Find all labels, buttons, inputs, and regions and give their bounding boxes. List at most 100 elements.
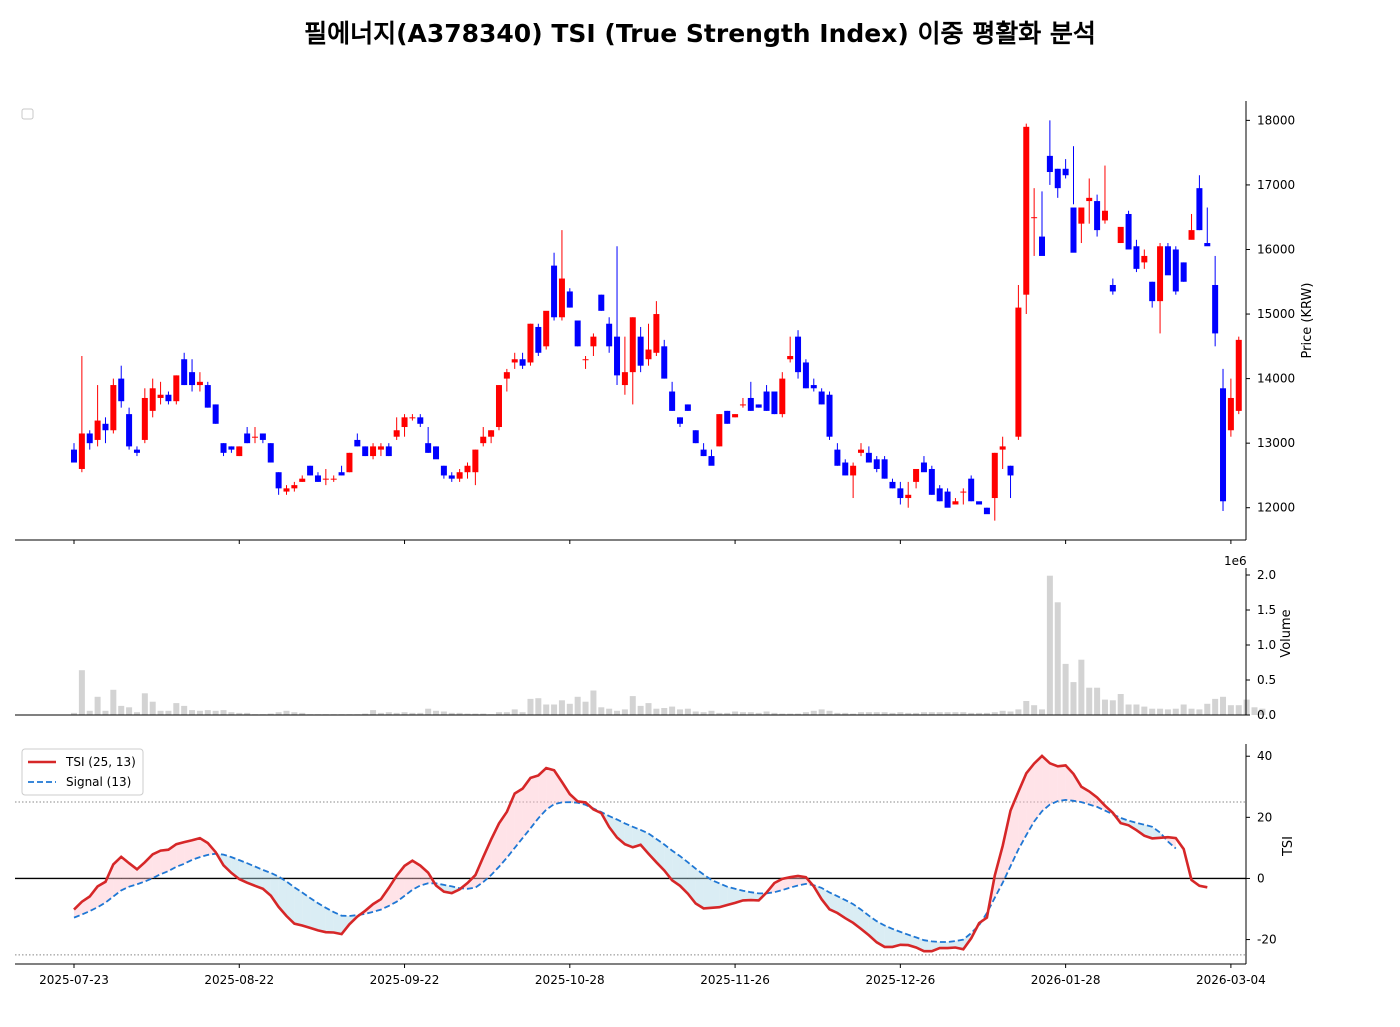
volume-bar [220,710,227,715]
candle-body [1039,236,1046,256]
candle-body [149,388,156,411]
volume-bar [590,690,597,715]
candle-body [739,404,746,406]
volume-bar [763,711,770,715]
volume-bar [181,705,188,715]
volume-bar [676,709,683,715]
empty-legend-box [21,108,34,120]
candle-body [275,472,282,489]
volume-bar [842,712,849,715]
tsi-fill [798,876,806,886]
candle-body [165,394,172,402]
x-tick-label: 2025-08-22 [204,973,274,987]
legend-box [21,748,144,796]
tsi-fill [632,826,641,848]
volume-bar [1212,698,1219,715]
volume-y-axis-label: Volume [1279,609,1294,657]
tsi-fill [152,850,161,879]
volume-bar [1141,706,1148,715]
x-tick-label: 2026-03-04 [1196,973,1266,987]
volume-bar [873,712,880,715]
candle-body [527,323,534,363]
volume-bar [1251,707,1258,715]
candle-body [346,452,353,473]
candle-body [1125,213,1132,250]
volume-bar [991,712,998,715]
volume-bars [71,575,1266,715]
candle-body [307,465,314,476]
volume-bar [684,708,691,715]
tsi-fill-regions [74,755,1208,952]
volume-bar [448,712,455,715]
tsi-fill [876,921,885,947]
candle-body [653,314,660,353]
candle-body [94,420,101,440]
volume-y-tick-label: 0.5 [1257,673,1276,687]
candle-body [645,349,652,360]
candle-body [787,356,794,360]
candle-body [409,417,416,419]
reference-lines [15,801,1246,956]
candle-body [1046,155,1053,173]
volume-bar [826,710,833,715]
candle-body [118,378,125,402]
volume-bar [503,712,510,715]
volume-bar [732,711,739,715]
candle-body [889,481,896,489]
candle-body [385,446,392,457]
price-y-axis-label: Price (KRW) [1300,283,1315,359]
tsi-fill [341,915,350,935]
price-y-tick-label: 14000 [1257,372,1295,386]
candle-body [228,446,235,450]
price-y-tick-label: 13000 [1257,436,1295,450]
candle-body [1141,255,1148,263]
tsi-fill [821,887,830,910]
candle-body [661,346,668,379]
volume-offset-label: 1e6 [1224,554,1247,568]
candle-body [983,507,990,515]
candle-body [440,465,447,476]
tsi-fill [530,775,539,829]
candle-body [810,385,817,389]
tsi-fill [498,811,507,867]
tsi-fill [1073,773,1082,803]
candle-body [1133,246,1140,269]
volume-bar [897,712,904,715]
volume-bar [511,709,518,715]
volume-y-tick-label: 1.5 [1257,603,1276,617]
candle-body [944,491,951,508]
candle-body [102,423,109,431]
tsi-fill [1026,763,1035,836]
tsi-fill [121,856,130,891]
candle-body [456,472,463,479]
candle-body [543,310,550,347]
volume-bar [1133,704,1140,715]
candle-body [1180,262,1187,282]
candle-body [881,459,888,479]
candle-body [629,317,636,373]
tsi-fill [782,877,791,891]
volume-bar [71,712,77,715]
volume-bar [196,710,203,715]
tsi-fill [176,842,185,867]
tsi-y-tick-label: 40 [1257,749,1272,763]
legend-signal-label: Signal (13) [66,775,131,789]
candle-body [747,397,754,411]
candle-body [252,436,259,438]
x-tick-label: 2025-09-22 [370,973,440,987]
tsi-fill [1042,755,1050,812]
tsi-fill [373,899,381,912]
volume-bar [409,712,416,715]
volume-bar [86,710,93,715]
volume-bar [189,710,196,715]
candle-body [1109,284,1116,292]
volume-bar [1039,709,1046,715]
x-tick-label: 2025-07-23 [39,973,109,987]
candle-body [582,359,589,361]
candle-body [110,385,117,431]
volume-bar [1117,694,1124,715]
volume-bar [582,701,589,715]
candle-body [1078,207,1085,224]
price-y-tick-label: 12000 [1257,501,1295,515]
volume-bar [999,710,1006,715]
